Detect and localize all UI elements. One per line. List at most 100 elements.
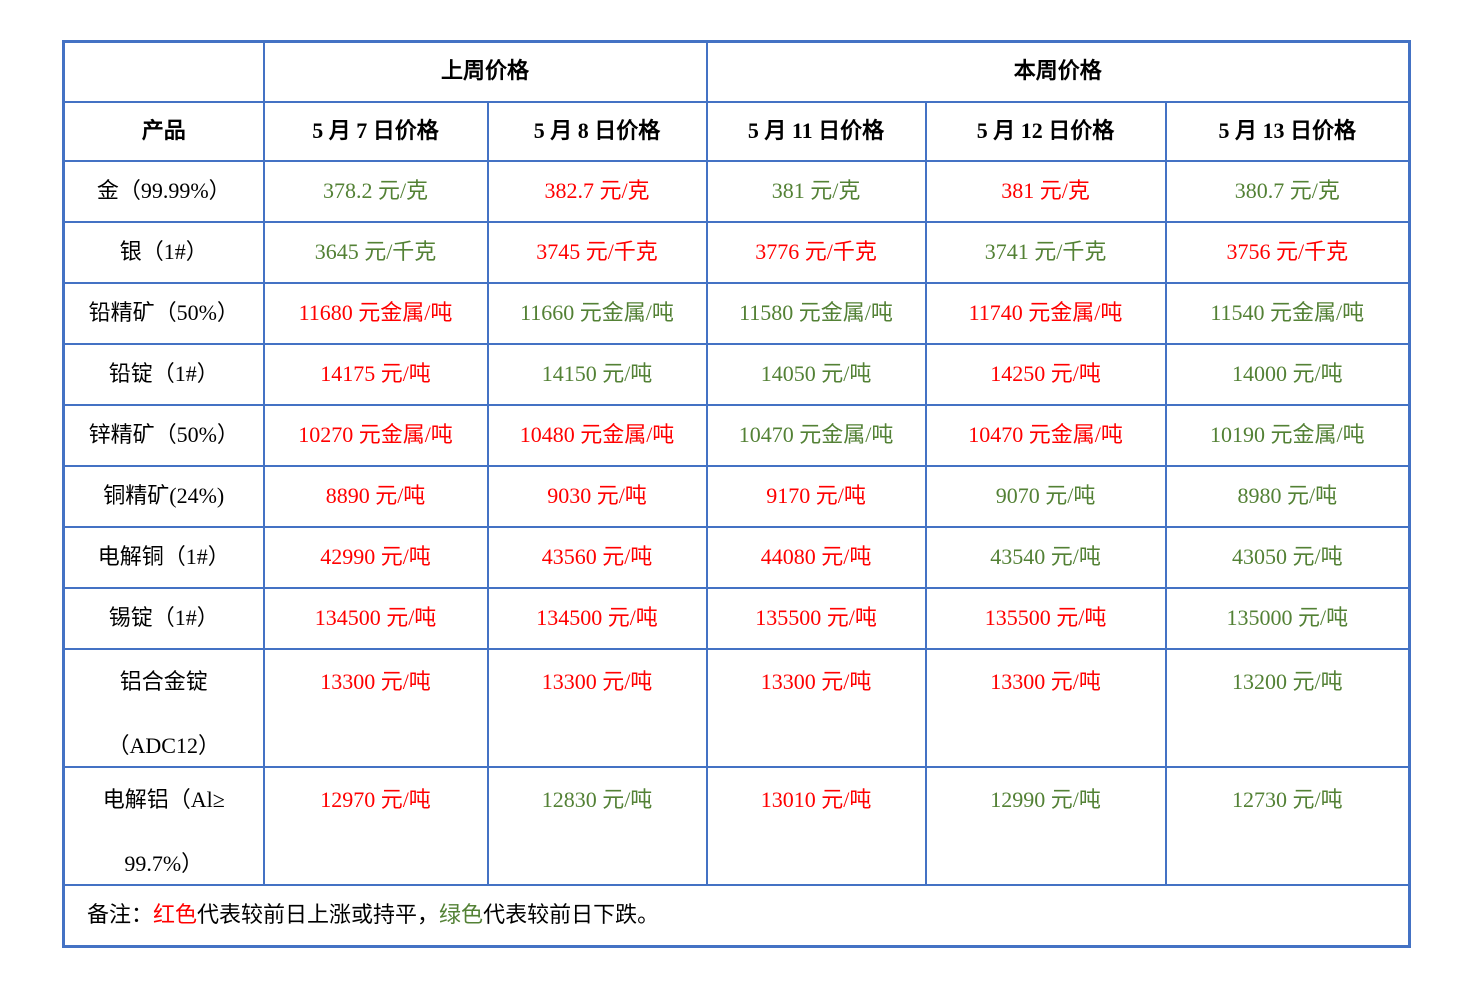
product-name: 锌精矿（50%） bbox=[88, 421, 239, 447]
price-cell: 13010 元/吨 bbox=[705, 765, 927, 886]
price-cell: 13300 元/吨 bbox=[705, 647, 927, 768]
column-header-row: 产品 5 月 7 日价格 5 月 8 日价格 5 月 11 日价格 5 月 12… bbox=[62, 100, 1411, 162]
price-cell: 43050 元/吨 bbox=[1164, 525, 1411, 589]
price-cell: 13300 元/吨 bbox=[486, 647, 708, 768]
note-prefix: 备注： bbox=[87, 901, 154, 927]
group-header-row: 上周价格 本周价格 bbox=[62, 40, 1411, 103]
product-cell: 铅锭（1#） bbox=[62, 342, 265, 406]
price-cell: 11580 元金属/吨 bbox=[705, 281, 927, 345]
price-cell: 10480 元金属/吨 bbox=[486, 403, 708, 467]
price-cell: 3745 元/千克 bbox=[486, 220, 708, 284]
price-cell: 8890 元/吨 bbox=[262, 464, 489, 528]
note-cell: 备注：红色代表较前日上涨或持平，绿色代表较前日下跌。 bbox=[62, 883, 1411, 948]
date-header-may7: 5 月 7 日价格 bbox=[262, 100, 489, 162]
table-row-copper-concentrate: 铜精矿(24%) 8890 元/吨 9030 元/吨 9170 元/吨 9070… bbox=[62, 464, 1411, 528]
note-tail: 代表较前日下跌。 bbox=[483, 901, 660, 927]
product-cell: 电解铜（1#） bbox=[62, 525, 265, 589]
product-name: 电解铜（1#） bbox=[97, 543, 230, 569]
price-cell: 11540 元金属/吨 bbox=[1164, 281, 1411, 345]
price-cell: 9030 元/吨 bbox=[486, 464, 708, 528]
price-cell: 42990 元/吨 bbox=[262, 525, 489, 589]
table-row-gold: 金（99.99%） 378.2 元/克 382.7 元/克 381 元/克 38… bbox=[62, 159, 1411, 223]
price-cell: 134500 元/吨 bbox=[486, 586, 708, 650]
product-cell: 铅精矿（50%） bbox=[62, 281, 265, 345]
price-cell: 3776 元/千克 bbox=[705, 220, 927, 284]
table-row-zinc-concentrate: 锌精矿（50%） 10270 元金属/吨 10480 元金属/吨 10470 元… bbox=[62, 403, 1411, 467]
date-header-may12: 5 月 12 日价格 bbox=[924, 100, 1167, 162]
table-row-electrolytic-copper: 电解铜（1#） 42990 元/吨 43560 元/吨 44080 元/吨 43… bbox=[62, 525, 1411, 589]
price-cell: 12830 元/吨 bbox=[486, 765, 708, 886]
price-cell: 381 元/克 bbox=[924, 159, 1167, 223]
price-cell: 14250 元/吨 bbox=[924, 342, 1167, 406]
product-name: 铅锭（1#） bbox=[108, 360, 219, 386]
price-cell: 11680 元金属/吨 bbox=[262, 281, 489, 345]
price-cell: 380.7 元/克 bbox=[1164, 159, 1411, 223]
price-cell: 10470 元金属/吨 bbox=[705, 403, 927, 467]
product-name: 电解铝（Al≥ bbox=[102, 786, 225, 812]
product-name-line2: 99.7%） bbox=[124, 851, 204, 877]
table-row-lead-ingot: 铅锭（1#） 14175 元/吨 14150 元/吨 14050 元/吨 142… bbox=[62, 342, 1411, 406]
price-cell: 135500 元/吨 bbox=[705, 586, 927, 650]
price-cell: 135000 元/吨 bbox=[1164, 586, 1411, 650]
product-cell: 铜精矿(24%) bbox=[62, 464, 265, 528]
group-header-last-week: 上周价格 bbox=[262, 40, 708, 103]
table-row-silver: 银（1#） 3645 元/千克 3745 元/千克 3776 元/千克 3741… bbox=[62, 220, 1411, 284]
price-cell: 13300 元/吨 bbox=[262, 647, 489, 768]
price-cell: 43540 元/吨 bbox=[924, 525, 1167, 589]
metal-price-table: 上周价格 本周价格 产品 5 月 7 日价格 5 月 8 日价格 5 月 11 … bbox=[62, 40, 1412, 948]
product-cell: 银（1#） bbox=[62, 220, 265, 284]
price-cell: 9170 元/吨 bbox=[705, 464, 927, 528]
product-name: 铜精矿(24%) bbox=[103, 482, 225, 508]
price-cell: 381 元/克 bbox=[705, 159, 927, 223]
price-cell: 12730 元/吨 bbox=[1164, 765, 1411, 886]
price-cell: 134500 元/吨 bbox=[262, 586, 489, 650]
note-red-word: 红色 bbox=[153, 901, 198, 927]
price-cell: 14050 元/吨 bbox=[705, 342, 927, 406]
product-name-line2: （ADC12） bbox=[107, 733, 220, 759]
price-cell: 10270 元金属/吨 bbox=[262, 403, 489, 467]
corner-cell bbox=[62, 40, 265, 103]
price-cell: 14150 元/吨 bbox=[486, 342, 708, 406]
price-cell: 10470 元金属/吨 bbox=[924, 403, 1167, 467]
price-cell: 10190 元金属/吨 bbox=[1164, 403, 1411, 467]
price-cell: 43560 元/吨 bbox=[486, 525, 708, 589]
product-cell: 金（99.99%） bbox=[62, 159, 265, 223]
product-column-header: 产品 bbox=[62, 100, 265, 162]
price-cell: 44080 元/吨 bbox=[705, 525, 927, 589]
product-cell: 锡锭（1#） bbox=[62, 586, 265, 650]
product-cell: 铝合金锭 （ADC12） bbox=[62, 647, 265, 768]
price-cell: 13200 元/吨 bbox=[1164, 647, 1411, 768]
table-row-lead-concentrate: 铅精矿（50%） 11680 元金属/吨 11660 元金属/吨 11580 元… bbox=[62, 281, 1411, 345]
price-cell: 3756 元/千克 bbox=[1164, 220, 1411, 284]
price-cell: 3741 元/千克 bbox=[924, 220, 1167, 284]
product-name: 铅精矿（50%） bbox=[88, 299, 239, 325]
product-name: 铝合金锭 bbox=[119, 668, 208, 694]
table-row-electrolytic-aluminum: 电解铝（Al≥ 99.7%） 12970 元/吨 12830 元/吨 13010 … bbox=[62, 765, 1411, 886]
price-cell: 378.2 元/克 bbox=[262, 159, 489, 223]
price-cell: 3645 元/千克 bbox=[262, 220, 489, 284]
price-cell: 135500 元/吨 bbox=[924, 586, 1167, 650]
price-cell: 12970 元/吨 bbox=[262, 765, 489, 886]
table-row-aluminum-alloy-ingot: 铝合金锭 （ADC12） 13300 元/吨 13300 元/吨 13300 元/… bbox=[62, 647, 1411, 768]
price-cell: 382.7 元/克 bbox=[486, 159, 708, 223]
price-table-container: 上周价格 本周价格 产品 5 月 7 日价格 5 月 8 日价格 5 月 11 … bbox=[62, 40, 1412, 948]
price-cell: 8980 元/吨 bbox=[1164, 464, 1411, 528]
price-cell: 11660 元金属/吨 bbox=[486, 281, 708, 345]
note-row: 备注：红色代表较前日上涨或持平，绿色代表较前日下跌。 bbox=[62, 883, 1411, 948]
price-cell: 13300 元/吨 bbox=[924, 647, 1167, 768]
date-header-may13: 5 月 13 日价格 bbox=[1164, 100, 1411, 162]
product-name: 金（99.99%） bbox=[96, 177, 231, 203]
note-mid: 代表较前日上涨或持平， bbox=[197, 901, 440, 927]
group-header-this-week: 本周价格 bbox=[705, 40, 1411, 103]
date-header-may11: 5 月 11 日价格 bbox=[705, 100, 927, 162]
product-cell: 锌精矿（50%） bbox=[62, 403, 265, 467]
product-cell: 电解铝（Al≥ 99.7%） bbox=[62, 765, 265, 886]
price-cell: 11740 元金属/吨 bbox=[924, 281, 1167, 345]
date-header-may8: 5 月 8 日价格 bbox=[486, 100, 708, 162]
product-name: 银（1#） bbox=[119, 238, 208, 264]
price-cell: 12990 元/吨 bbox=[924, 765, 1167, 886]
product-name: 锡锭（1#） bbox=[108, 604, 219, 630]
table-row-tin-ingot: 锡锭（1#） 134500 元/吨 134500 元/吨 135500 元/吨 … bbox=[62, 586, 1411, 650]
note-green-word: 绿色 bbox=[439, 901, 484, 927]
price-cell: 14175 元/吨 bbox=[262, 342, 489, 406]
